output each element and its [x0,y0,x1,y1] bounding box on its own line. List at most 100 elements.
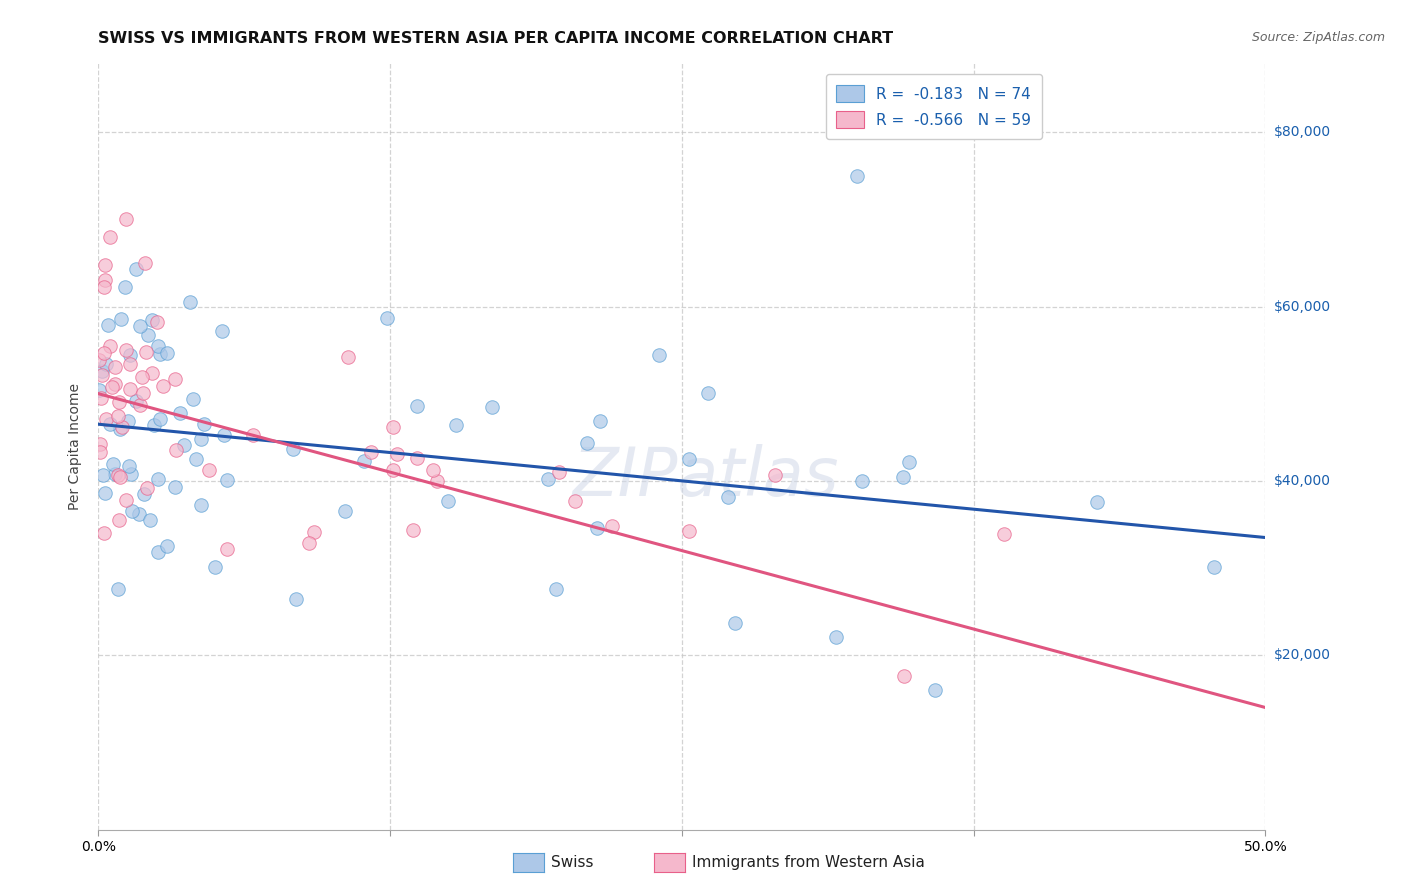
Point [846,169,869,183]
Point [125,262,148,277]
Text: $80,000: $80,000 [1274,125,1331,139]
Point [163,480,186,494]
Point [993,526,1015,541]
Point [90,392,112,406]
Point [104,376,127,391]
Point [136,482,159,496]
Point [114,279,136,293]
Point [422,463,444,477]
Point [125,394,148,409]
Point [149,412,172,426]
Point [697,386,720,401]
Point [165,443,187,458]
Point [128,318,150,333]
Legend: R =  -0.183   N = 74, R =  -0.566   N = 59: R = -0.183 N = 74, R = -0.566 N = 59 [825,74,1042,139]
Point [146,472,169,486]
Point [353,454,375,468]
Point [648,347,671,361]
Point [184,451,207,466]
Point [335,504,357,518]
Point [1204,560,1226,574]
Point [204,559,226,574]
Point [135,345,157,359]
Text: Immigrants from Western Asia: Immigrants from Western Asia [692,855,925,870]
Point [91,468,114,483]
Point [375,310,398,325]
Point [87,383,110,397]
Point [104,359,127,374]
Point [1085,495,1108,509]
Point [893,669,915,683]
Point [136,328,159,343]
Point [118,357,141,371]
Point [93,346,115,360]
Point [437,494,460,508]
Point [91,364,114,378]
Point [163,372,186,386]
Point [179,295,201,310]
Point [132,385,155,400]
Point [93,526,115,541]
Point [678,452,700,467]
Point [825,630,848,644]
Point [181,392,204,406]
Point [405,451,427,466]
Point [401,523,423,537]
Point [110,469,132,483]
Point [717,490,740,504]
Point [148,339,170,353]
Point [120,467,142,481]
Point [763,467,786,482]
Point [537,473,560,487]
Point [724,616,747,631]
Point [406,399,429,413]
Point [93,258,115,272]
Point [108,395,131,409]
Point [481,400,503,414]
Point [544,582,567,596]
Point [678,524,700,538]
Point [131,370,153,384]
Text: $20,000: $20,000 [1274,648,1330,662]
Point [336,350,359,364]
Point [87,353,110,368]
Point [121,504,143,518]
Point [444,418,467,433]
Point [107,512,129,526]
Point [156,539,179,553]
Text: ZIPatlas: ZIPatlas [572,443,838,509]
Point [98,417,121,431]
Point [382,419,405,434]
Point [90,368,112,382]
Point [103,457,125,471]
Point [98,229,121,244]
Point [212,427,235,442]
Point [893,470,915,484]
Point [110,311,132,326]
Point [94,357,117,371]
Point [215,474,238,488]
Point [128,507,150,521]
Point [426,474,449,488]
Point [302,524,325,539]
Point [198,463,221,477]
Point [548,465,571,479]
Point [211,324,233,338]
Point [129,398,152,412]
Point [120,382,142,396]
Point [98,339,121,353]
Point [110,422,132,436]
Point [242,427,264,442]
Point [89,437,111,451]
Point [190,432,212,446]
Point [94,412,117,426]
Point [93,280,115,294]
Point [120,349,142,363]
Point [600,518,623,533]
Point [851,474,873,488]
Point [94,486,117,500]
Point [101,380,124,394]
Point [115,212,138,227]
Text: $60,000: $60,000 [1274,300,1331,313]
Point [104,467,127,481]
